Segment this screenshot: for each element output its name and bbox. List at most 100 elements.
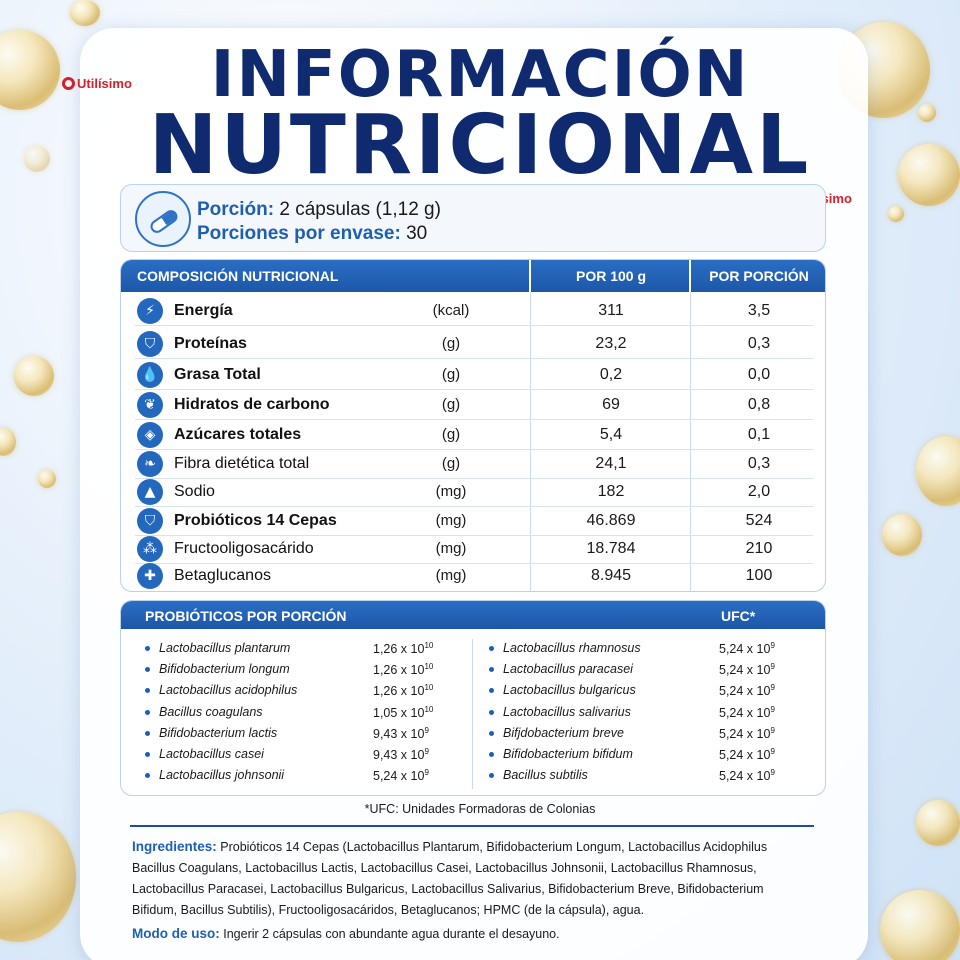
value-per-100g: 24,1 <box>595 455 627 472</box>
ufc-base: 5,24 x 10 <box>719 769 771 784</box>
nutrition-row: ◈ Azúcares totales (g) 5,4 0,1 <box>121 421 825 450</box>
value-per-100g: 182 <box>597 483 625 500</box>
ufc-exponent: 9 <box>424 768 429 778</box>
probiotics-table-header: PROBIÓTICOS POR PORCIÓN UFC* <box>121 601 825 629</box>
strain-name: Bifjdobacterium breve <box>489 725 624 740</box>
nutrient-name: Hidratos de carbono <box>174 396 330 413</box>
nutrition-row: 💧 Grasa Total (g) 0,2 0,0 <box>121 361 825 390</box>
nutrient-unit: (mg) <box>435 512 467 529</box>
nutrient-name: Energía <box>174 302 233 319</box>
nutrient-name: Fibra dietética total <box>174 455 310 472</box>
value-per-100g: 46.869 <box>586 512 636 529</box>
salt-shaker-icon: ▲ <box>137 479 163 505</box>
value-per-100g: 18.784 <box>586 540 636 557</box>
usage-text: Ingerir 2 cápsulas con abundante agua du… <box>223 927 560 941</box>
ufc-base: 9,43 x 10 <box>373 726 425 741</box>
value-per-portion: 2,0 <box>747 483 771 500</box>
strain-name: Lactobacillus paracasei <box>489 662 633 677</box>
gold-bubble-decoration <box>898 144 960 206</box>
gold-bubble-decoration <box>0 428 16 456</box>
title-line-2: NUTRICIONAL <box>148 98 812 193</box>
ingredients: Ingredientes: Probióticos 14 Cepas (Lact… <box>132 836 802 921</box>
strain-ufc: 1,26 x 1010 <box>373 641 433 656</box>
nutrient-name: Proteínas <box>174 335 247 352</box>
strain-name: Bifidobacterium longum <box>145 662 290 677</box>
nutrient-unit: (kcal) <box>432 302 470 319</box>
strain-ufc: 5,24 x 109 <box>719 683 775 698</box>
ufc-exponent: 10 <box>424 683 434 693</box>
ufc-base: 5,24 x 10 <box>719 642 771 657</box>
portion-size: Porción: 2 cápsulas (1,12 g) <box>197 199 441 221</box>
nutrient-unit: (mg) <box>435 540 467 557</box>
ufc-exponent: 9 <box>770 725 775 735</box>
strain-name: Bacillus coagulans <box>145 704 263 719</box>
nutrition-row: ⛉ Probióticos 14 Cepas (mg) 46.869 524 <box>121 507 825 536</box>
ufc-exponent: 9 <box>770 768 775 778</box>
gold-bubble-decoration <box>38 470 56 488</box>
probiotics-table: PROBIÓTICOS POR PORCIÓN UFC* Lactobacill… <box>120 600 826 796</box>
ufc-base: 1,26 x 10 <box>373 663 425 678</box>
value-per-portion: 0,3 <box>747 455 771 472</box>
value-per-portion: 0,0 <box>747 366 771 383</box>
usage-instructions: Modo de uso: Ingerir 2 cápsulas con abun… <box>132 926 560 941</box>
ufc-exponent: 10 <box>424 704 434 714</box>
plus-icon: ✚ <box>137 563 163 589</box>
lightning-icon: ⚡ <box>137 298 163 324</box>
gold-bubble-decoration <box>70 0 100 26</box>
ufc-base: 1,26 x 10 <box>373 642 425 657</box>
leaf-icon: ❧ <box>137 451 163 477</box>
strain-name: Lactobacillus rhamnosus <box>489 641 641 655</box>
ufc-exponent: 9 <box>770 641 775 650</box>
header-composition: COMPOSICIÓN NUTRICIONAL <box>137 268 339 284</box>
nutrition-row: ❦ Hidratos de carbono (g) 69 0,8 <box>121 391 825 420</box>
strain-ufc: 5,24 x 109 <box>719 747 775 762</box>
ufc-exponent: 10 <box>424 641 434 650</box>
strain-name: Lactobacillus johnsonii <box>144 768 285 783</box>
strain-name: Lactobacillus bulgaricus <box>489 683 636 698</box>
value-per-portion: 0,3 <box>747 335 771 352</box>
portion-value: 2 cápsulas (1,12 g) <box>279 199 441 220</box>
nutrient-name: Grasa Total <box>174 366 261 383</box>
ufc-base: 9,43 x 10 <box>373 748 425 763</box>
drop-icon: 💧 <box>137 362 163 388</box>
strain-ufc: 5,24 x 109 <box>373 768 429 783</box>
portion-label: Porción: <box>197 199 275 220</box>
ufc-header: UFC* <box>721 608 756 624</box>
ingredients-label: Ingredientes: <box>132 839 217 854</box>
value-per-portion: 0,8 <box>747 396 771 413</box>
nutrient-unit: (mg) <box>435 483 467 500</box>
header-per-portion: POR PORCIÓN <box>709 268 809 284</box>
ufc-base: 1,26 x 10 <box>373 684 425 699</box>
nutrient-unit: (g) <box>441 426 461 443</box>
ufc-exponent: 9 <box>770 747 775 756</box>
portion-box: Porción: 2 cápsulas (1,12 g) Porciones p… <box>120 184 826 252</box>
ufc-exponent: 9 <box>770 683 775 693</box>
gold-bubble-decoration <box>888 206 904 222</box>
ufc-base: 1,05 x 10 <box>373 705 425 720</box>
value-per-100g: 311 <box>598 302 624 319</box>
nutrient-name: Probióticos 14 Cepas <box>174 512 337 529</box>
nutrient-unit: (mg) <box>435 567 467 584</box>
nutrition-row: ▲ Sodio (mg) 182 2,0 <box>121 478 825 507</box>
nutrition-row: ⛉ Proteínas (g) 23,2 0,3 <box>121 330 825 359</box>
strain-name: Lactobacillus casei <box>145 747 264 761</box>
nutrition-row: ⁂ Fructooligosacárido (mg) 18.784 210 <box>121 535 825 564</box>
servings-per-container: Porciones por envase: 30 <box>197 223 427 245</box>
value-per-100g: 69 <box>602 396 620 413</box>
gold-bubble-decoration <box>0 812 76 942</box>
nutrition-table-header: COMPOSICIÓN NUTRICIONAL POR 100 g POR PO… <box>121 260 825 292</box>
strain-ufc: 9,43 x 109 <box>373 747 429 762</box>
strain-ufc: 5,24 x 109 <box>719 726 775 741</box>
header-per-100g: POR 100 g <box>575 268 647 284</box>
ufc-exponent: 9 <box>770 704 775 714</box>
probiotics-header: PROBIÓTICOS POR PORCIÓN <box>145 608 347 624</box>
value-per-100g: 23,2 <box>595 335 627 352</box>
value-per-portion: 524 <box>745 512 773 529</box>
ufc-footnote: *UFC: Unidades Formadoras de Colonias <box>364 802 596 816</box>
value-per-100g: 8.945 <box>590 567 632 584</box>
strain-ufc: 5,24 x 109 <box>719 705 775 720</box>
strain-name: Bifidobacterium lactis <box>144 725 278 740</box>
value-per-portion: 0,1 <box>747 426 771 443</box>
gold-bubble-decoration <box>882 514 922 556</box>
value-per-portion: 3,5 <box>747 302 771 319</box>
